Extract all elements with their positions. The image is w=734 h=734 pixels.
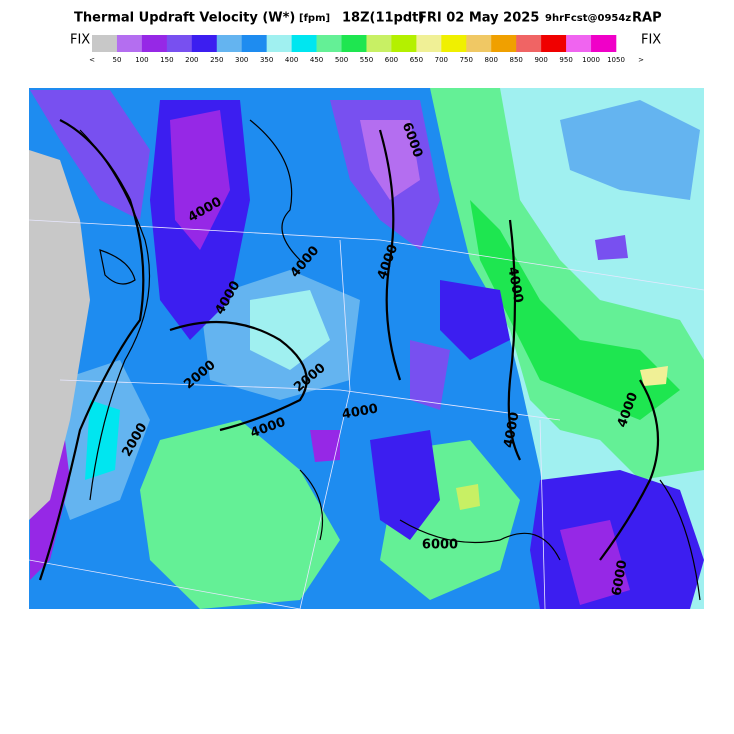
border xyxy=(299,239,351,609)
colorbar-swatch xyxy=(291,35,317,52)
contour-line xyxy=(507,219,521,461)
colorbar-swatch xyxy=(216,35,243,52)
colorbar-label: 900 xyxy=(534,56,547,64)
field-area xyxy=(410,340,450,410)
field-area xyxy=(640,366,668,386)
colorbar-swatch xyxy=(566,35,592,52)
contour-line xyxy=(399,519,561,561)
colorbar-label: < xyxy=(89,56,95,64)
colorbar-swatch xyxy=(141,35,168,52)
border xyxy=(29,219,704,291)
contour-label: 4000 xyxy=(504,266,525,304)
field-area xyxy=(85,400,120,480)
date: FRI 02 May 2025 xyxy=(418,11,539,26)
colorbar-swatch xyxy=(466,35,492,52)
colorbar-label: 350 xyxy=(260,56,273,64)
colorbar-label: 300 xyxy=(235,56,248,64)
colorbar-swatch xyxy=(416,35,442,52)
field-area xyxy=(370,430,440,540)
field-area xyxy=(310,430,340,462)
field-area xyxy=(140,420,340,609)
colorbar-label: 100 xyxy=(135,56,148,64)
units: [fpm] xyxy=(299,13,330,24)
colorbar-label: 650 xyxy=(410,56,423,64)
border xyxy=(59,379,561,421)
contour-line xyxy=(599,379,660,561)
colorbar-label: 850 xyxy=(510,56,523,64)
colorbar-label: 500 xyxy=(335,56,348,64)
field-area xyxy=(360,120,420,200)
colorbar-label: 150 xyxy=(160,56,173,64)
model: RAP xyxy=(632,11,662,26)
colorbar-swatch xyxy=(166,35,193,52)
colorbar-swatch xyxy=(266,35,292,52)
border xyxy=(539,419,546,609)
colorbar-label: 1000 xyxy=(582,56,600,64)
colorbar-label: 550 xyxy=(360,56,373,64)
contour-line xyxy=(99,249,136,285)
field-area xyxy=(30,90,150,220)
time: 18Z(11pdt) xyxy=(342,11,424,26)
colorbar-swatch xyxy=(391,35,417,52)
contour-label: 6000 xyxy=(422,538,458,553)
contour-line xyxy=(659,479,701,601)
colorbar-swatch xyxy=(341,35,367,52)
colorbar-label: 950 xyxy=(559,56,572,64)
colorbar-label: 750 xyxy=(460,56,473,64)
field-area xyxy=(560,100,700,200)
title: Thermal Updraft Velocity (W*) xyxy=(74,11,295,26)
contour-line xyxy=(249,119,301,261)
border xyxy=(29,559,301,609)
map: 4000400040002000200040002000400040006000… xyxy=(29,88,704,609)
contour-line xyxy=(169,320,308,432)
field-area xyxy=(470,200,680,420)
colorbar-swatch xyxy=(116,35,143,52)
colorbar-label: 800 xyxy=(485,56,498,64)
colorbar-label: > xyxy=(638,56,644,64)
colorbar-swatch xyxy=(516,35,542,52)
colorbar-swatch xyxy=(591,35,617,52)
field-area xyxy=(595,235,628,260)
contour-label: 4000 xyxy=(341,401,379,422)
colorbar-label: 450 xyxy=(310,56,323,64)
colorbar: <50 100 150 200 250 300 350 400 450 500 550 600 650 7… xyxy=(89,35,644,64)
field-area xyxy=(456,484,480,510)
colorbar-swatch xyxy=(191,35,218,52)
field-area xyxy=(250,290,330,370)
colorbar-swatch xyxy=(366,35,392,52)
colorbar-label: 600 xyxy=(385,56,398,64)
colorbar-label: 50 xyxy=(112,56,121,64)
forecast: 9hrFcst@0954z xyxy=(545,13,631,24)
colorbar-label: 1050 xyxy=(607,56,625,64)
contour-line xyxy=(38,119,145,581)
field-area xyxy=(170,110,230,250)
fix-right: FIX xyxy=(641,33,661,48)
field-area xyxy=(440,280,510,360)
colorbar-swatch xyxy=(441,35,467,52)
contour-label: 6000 xyxy=(609,559,630,597)
contour-line xyxy=(378,129,402,381)
ocean-mask xyxy=(29,150,90,520)
colorbar-label: 400 xyxy=(285,56,298,64)
colorbar-swatch xyxy=(316,35,342,52)
colorbar-swatch xyxy=(541,35,567,52)
contour-label: 4000 xyxy=(501,411,522,449)
colorbar-label: 250 xyxy=(210,56,223,64)
colorbar-label: 200 xyxy=(185,56,198,64)
fix-left: FIX xyxy=(70,33,90,48)
colorbar-label: 700 xyxy=(435,56,448,64)
colorbar-swatch xyxy=(92,35,118,52)
colorbar-swatch xyxy=(241,35,267,52)
contour-line xyxy=(299,469,324,541)
colorbar-swatch xyxy=(491,35,517,52)
contour-line xyxy=(79,129,151,501)
